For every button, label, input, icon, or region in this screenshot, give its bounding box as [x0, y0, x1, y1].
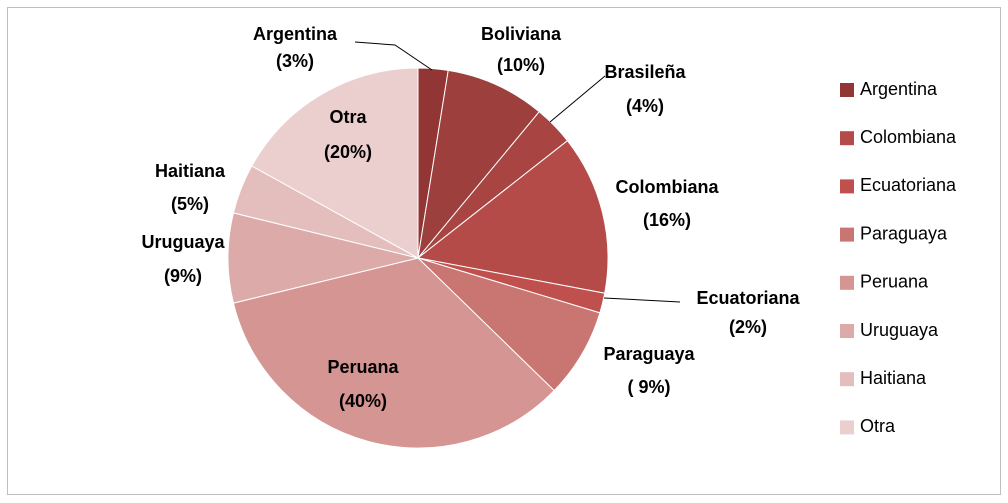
- leader-line: [603, 297, 681, 303]
- data-label-value: (4%): [626, 96, 664, 116]
- pie-slice: [416, 139, 609, 294]
- pie-slice: [417, 69, 540, 260]
- legend-label: Otra: [860, 416, 896, 436]
- data-label-name: Haitiana: [155, 161, 226, 181]
- leader-line: [549, 75, 606, 123]
- data-label-value: (5%): [171, 194, 209, 214]
- legend-swatch: [840, 227, 854, 242]
- legend-label: Ecuatoriana: [860, 175, 957, 195]
- legend-swatch: [840, 324, 854, 338]
- pie-slice: [232, 257, 555, 449]
- data-label-value: (20%): [324, 142, 372, 162]
- legend-label: Peruana: [860, 272, 929, 292]
- data-label-name: Brasileña: [604, 62, 686, 82]
- legend-swatch: [840, 179, 854, 194]
- data-label-name: Ecuatoriana: [696, 288, 800, 308]
- data-label-name: Paraguaya: [603, 344, 695, 364]
- data-label-value: (2%): [729, 317, 767, 337]
- data-label-name: Uruguaya: [141, 232, 225, 252]
- legend-label: Colombiana: [860, 127, 957, 147]
- legend-label: Paraguaya: [860, 223, 948, 243]
- data-label-name: Colombiana: [615, 177, 719, 197]
- data-label-name: Peruana: [327, 357, 399, 377]
- leader-line: [354, 41, 433, 71]
- legend-swatch: [840, 372, 854, 387]
- legend-label: Argentina: [860, 79, 938, 99]
- legend-swatch: [840, 275, 854, 290]
- pie-slice: [251, 67, 419, 259]
- data-label-value: (40%): [339, 391, 387, 411]
- data-label-name: Boliviana: [481, 24, 562, 44]
- legend-swatch: [840, 83, 854, 97]
- data-label-value: (3%): [276, 51, 314, 71]
- data-label-value: (9%): [164, 266, 202, 286]
- legend-label: Uruguaya: [860, 320, 939, 340]
- legend-swatch: [840, 131, 854, 146]
- data-label-value: (16%): [643, 210, 691, 230]
- data-label-name: Otra: [329, 107, 367, 127]
- legend-label: Haitiana: [860, 368, 927, 388]
- data-label-value: ( 9%): [627, 377, 670, 397]
- legend-swatch: [840, 420, 854, 435]
- data-label-value: (10%): [497, 55, 545, 75]
- data-label-name: Argentina: [253, 24, 338, 44]
